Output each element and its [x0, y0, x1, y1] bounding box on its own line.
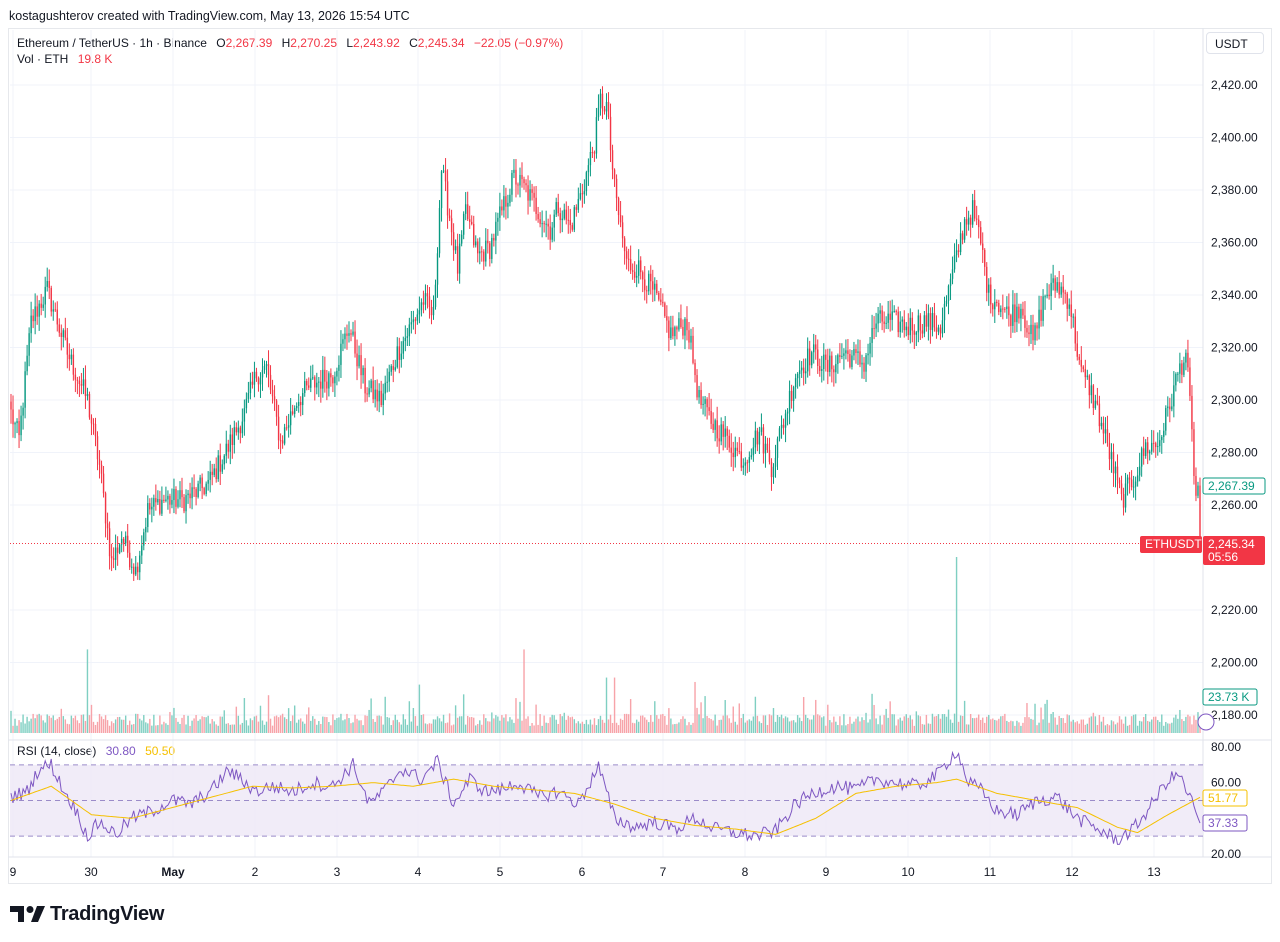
legend-open: 2,267.39	[225, 36, 273, 50]
legend-open-label: O	[216, 36, 226, 50]
legend-close: 2,245.34	[417, 36, 465, 50]
tradingview-logo-icon	[10, 906, 45, 922]
legend-high-label: H	[281, 36, 291, 50]
legend-row-ohlc: Ethereum / TetherUS · 1h · Binance O2,26…	[17, 35, 563, 51]
rsi-legend-ma: 50.50	[145, 744, 176, 758]
legend-low-label: L	[346, 36, 354, 50]
legend-symbol[interactable]: Ethereum / TetherUS · 1h · Binance	[17, 36, 207, 50]
rsi-legend: RSI (14, close) 30.80 50.50	[17, 744, 175, 758]
legend-volume-label[interactable]: Vol · ETH	[17, 52, 69, 66]
chart-frame	[8, 28, 1272, 884]
chart-credit: kostagushterov created with TradingView.…	[9, 9, 410, 23]
tradingview-logo[interactable]: TradingView	[10, 902, 164, 926]
legend-close-label: C	[409, 36, 418, 50]
legend-low: 2,243.92	[353, 36, 400, 50]
price-legend: Ethereum / TetherUS · 1h · Binance O2,26…	[17, 35, 563, 67]
rsi-legend-value: 30.80	[105, 744, 136, 758]
tradingview-logo-text: TradingView	[50, 902, 165, 925]
rsi-legend-name[interactable]: RSI (14, close)	[17, 744, 97, 758]
legend-change: −22.05 (−0.97%)	[473, 36, 564, 50]
legend-high: 2,270.25	[290, 36, 338, 50]
currency-selector-button[interactable]: USDT	[1206, 32, 1264, 54]
legend-volume: 19.8 K	[77, 52, 113, 66]
legend-row-volume: Vol · ETH 19.8 K	[17, 51, 563, 67]
